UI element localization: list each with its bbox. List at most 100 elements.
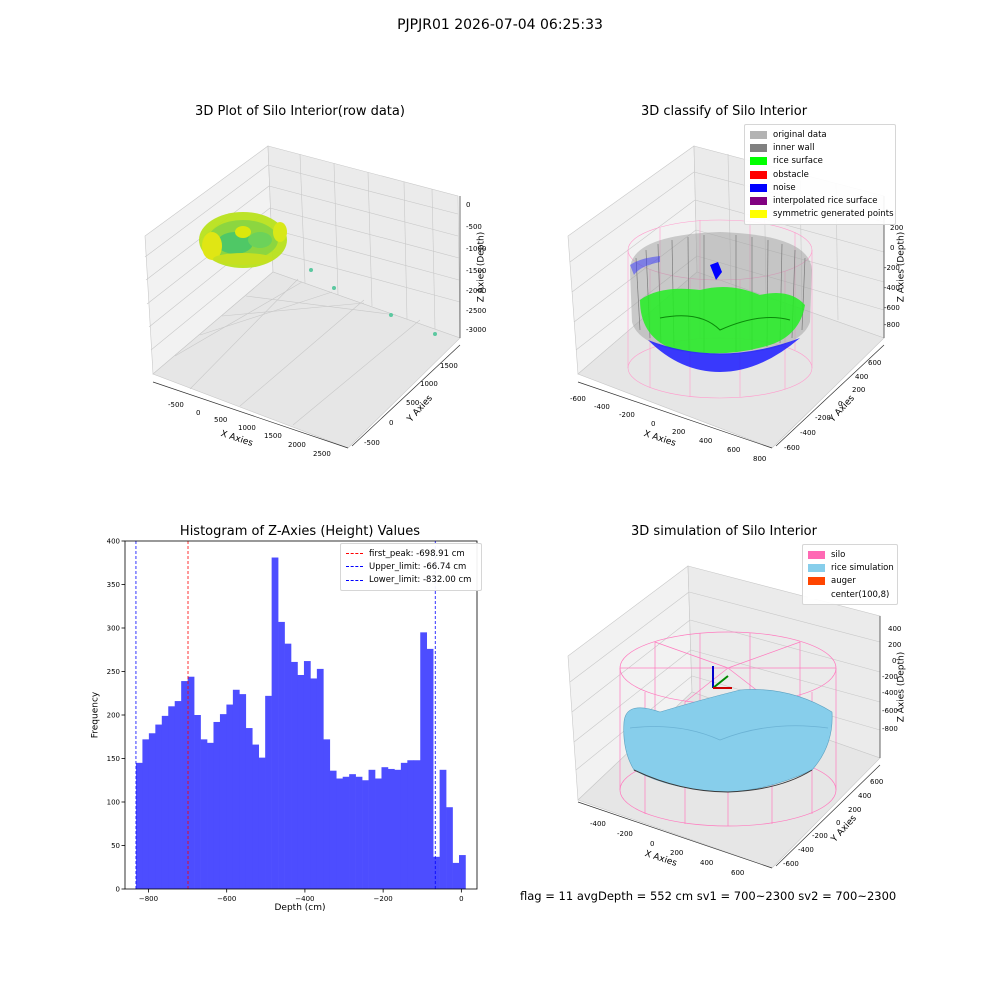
- raw-ytick: -500: [364, 439, 380, 447]
- histogram-bar: [342, 776, 350, 889]
- raw-outlier-points: [309, 268, 437, 336]
- histogram-bar: [200, 739, 208, 889]
- histogram-bar: [394, 769, 402, 889]
- classify-ytick: -600: [784, 444, 800, 452]
- histogram-bar: [452, 862, 460, 889]
- simulation-ztick: -200: [882, 673, 898, 681]
- legend-entry-lower-limit: Lower_limit: -832.00 cm: [346, 574, 476, 587]
- simulation-xtick: 200: [670, 849, 684, 857]
- histogram-ytick-label: 300: [107, 625, 120, 633]
- raw-xtick: 500: [214, 416, 228, 424]
- classify-legend: original data inner wall rice surface ob…: [744, 124, 896, 226]
- classify-ytick: -400: [800, 429, 816, 437]
- histogram-bar: [349, 774, 356, 889]
- legend-entry-symmetric-generated-points: symmetric generated points: [750, 208, 894, 221]
- legend-entry-upper-limit: Upper_limit: -66.74 cm: [346, 560, 476, 573]
- raw-panel-title: 3D Plot of Silo Interior(row data): [195, 104, 405, 119]
- histogram-bar: [439, 769, 447, 889]
- classify-xtick: 400: [699, 437, 713, 445]
- histogram-bar: [258, 757, 266, 889]
- histogram-bar: [291, 661, 298, 889]
- simulation-ytick: -600: [783, 860, 799, 868]
- simulation-legend: silo rice simulation auger center(100,8): [802, 544, 898, 606]
- histogram-bar: [265, 695, 272, 889]
- histogram-bar: [207, 742, 214, 889]
- simulation-ztick: -600: [882, 707, 898, 715]
- classify-ytick: 600: [868, 359, 882, 367]
- histogram-bar: [252, 744, 260, 889]
- classify-ytick: 200: [852, 386, 866, 394]
- histogram-bar: [446, 807, 453, 889]
- histogram-bar: [387, 768, 395, 889]
- legend-entry-original-data: original data: [750, 128, 890, 141]
- raw-xtick: 2500: [313, 450, 331, 458]
- raw-ztick: -3000: [466, 326, 487, 334]
- classify-ytick: 400: [855, 373, 869, 381]
- raw-ztick: -2500: [466, 307, 487, 315]
- histogram-bar: [407, 760, 415, 889]
- histogram-xtick-label: −400: [295, 895, 314, 903]
- legend-entry-center: center(100,8): [808, 588, 892, 601]
- classify-ytick: 0: [838, 400, 843, 408]
- simulation-ytick: 600: [870, 778, 884, 786]
- histogram-bar: [155, 724, 163, 889]
- histogram-bar: [420, 632, 428, 889]
- simulation-ztick: -800: [882, 725, 898, 733]
- histogram-bar: [232, 689, 240, 889]
- legend-entry-noise: noise: [750, 181, 890, 194]
- histogram-xtick-label: 0: [459, 895, 463, 903]
- histogram-bar: [226, 704, 234, 889]
- histogram-xlabel: Depth (cm): [274, 903, 326, 913]
- simulation-ytick: -400: [798, 846, 814, 854]
- classify-xtick: -600: [570, 395, 586, 403]
- simulation-xtick: 600: [731, 869, 745, 877]
- histogram-bar: [316, 668, 324, 889]
- histogram-bar: [413, 760, 421, 889]
- classify-xtick: 0: [651, 420, 656, 428]
- classify-ytick: -200: [815, 414, 831, 422]
- raw-ztick: -1000: [466, 245, 487, 253]
- histogram-bar: [329, 770, 337, 889]
- raw-ztick: -2000: [466, 287, 487, 295]
- histogram-xtick-label: −800: [139, 895, 158, 903]
- raw-point-cloud: [199, 212, 287, 268]
- histogram-bar: [323, 739, 331, 889]
- histogram-ytick-label: 0: [116, 886, 120, 894]
- classify-ztick: -800: [884, 321, 900, 329]
- histogram-bar: [168, 706, 176, 889]
- histogram-bar: [433, 856, 440, 889]
- histogram-xtick-label: −600: [217, 895, 236, 903]
- histogram-bar: [161, 715, 169, 889]
- simulation-xtick: -200: [617, 830, 633, 838]
- histogram-ytick-label: 400: [107, 538, 120, 546]
- classify-ztick: 0: [890, 244, 895, 252]
- histogram-bar: [297, 674, 305, 889]
- status-footer: flag = 11 avgDepth = 552 cm sv1 = 700~23…: [520, 889, 897, 903]
- histogram-bar: [381, 767, 389, 889]
- simulation-ytick: 200: [848, 806, 862, 814]
- histogram-bar: [336, 778, 344, 889]
- simulation-zlabel: Z Axies (Depth): [896, 651, 907, 723]
- classify-xtick: -400: [594, 403, 610, 411]
- histogram-title: Histogram of Z-Axies (Height) Values: [179, 524, 421, 539]
- simulation-rice-surface: [623, 689, 833, 793]
- histogram-bar: [426, 648, 434, 889]
- histogram-bar: [271, 557, 279, 889]
- histogram-bar: [239, 694, 247, 889]
- classify-ztick: 200: [890, 224, 904, 232]
- histogram-ytick-label: 350: [107, 581, 120, 589]
- raw-ytick: 1000: [420, 380, 438, 388]
- histogram-bar: [459, 855, 466, 889]
- classify-panel-title: 3D classify of Silo Interior: [640, 104, 808, 119]
- auger-icon: [712, 666, 732, 689]
- histogram-bar: [213, 721, 221, 889]
- raw-xtick: 0: [196, 409, 201, 417]
- histogram-ytick-label: 100: [107, 799, 120, 807]
- simulation-panel-title: 3D simulation of Silo Interior: [631, 524, 817, 539]
- classify-xtick: 800: [753, 455, 767, 463]
- simulation-xtick: -400: [590, 820, 606, 828]
- classify-xtick: 200: [672, 428, 686, 436]
